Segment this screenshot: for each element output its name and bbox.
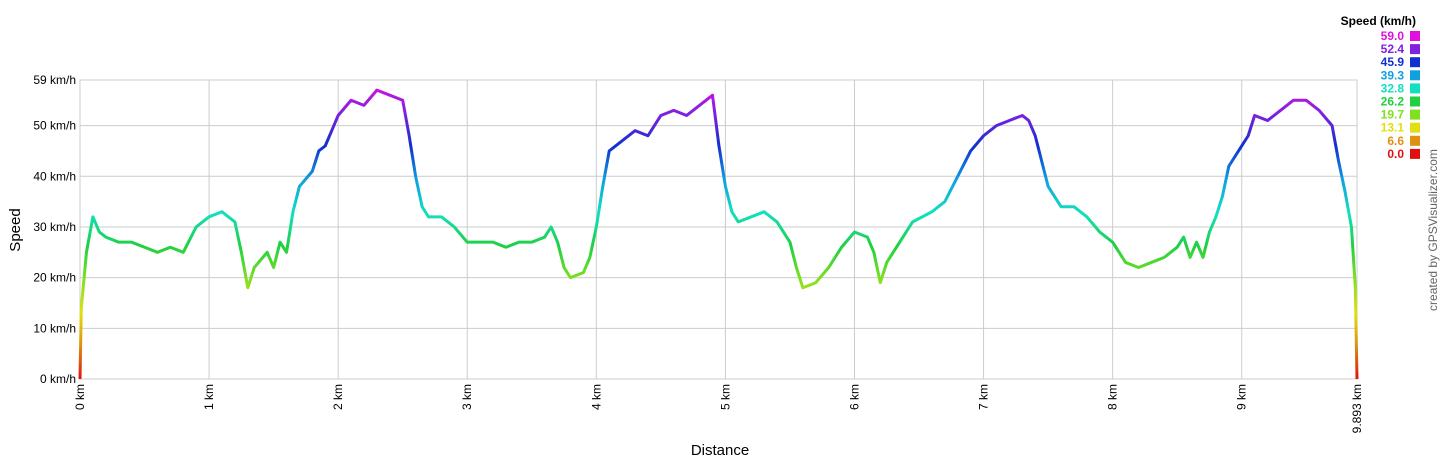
y-tick-label: 30 km/h	[33, 220, 76, 234]
x-tick-label: 4 km	[589, 384, 603, 410]
y-tick-label: 40 km/h	[33, 169, 76, 183]
x-tick-label: 2 km	[331, 384, 345, 410]
legend-swatch	[1410, 57, 1420, 68]
legend-label: 45.9	[1381, 55, 1405, 69]
legend-label: 0.0	[1387, 147, 1404, 161]
x-tick-label: 6 km	[847, 384, 861, 410]
x-axis-label: Distance	[691, 442, 749, 459]
legend-swatch	[1410, 96, 1420, 107]
credit: created by GPSVisualizer.com	[1426, 149, 1440, 311]
x-tick-label: 0 km	[73, 384, 87, 410]
legend-swatch	[1410, 70, 1420, 81]
legend-label: 13.1	[1381, 121, 1405, 135]
x-tick-label: 3 km	[460, 384, 474, 410]
speed-line	[78, 88, 1359, 380]
y-tick-label: 0 km/h	[40, 372, 76, 386]
x-tick-label: 7 km	[977, 384, 991, 410]
y-tick-label: 10 km/h	[33, 321, 76, 335]
legend-swatch	[1410, 148, 1420, 159]
y-tick-label: 59 km/h	[33, 73, 76, 87]
legend-label: 26.2	[1381, 95, 1405, 109]
legend-swatch	[1410, 122, 1420, 133]
legend-swatch	[1410, 44, 1420, 55]
x-tick-label: 8 km	[1106, 384, 1120, 410]
legend-label: 52.4	[1381, 42, 1405, 56]
legend-swatch	[1410, 109, 1420, 120]
legend-label: 32.8	[1381, 81, 1405, 95]
legend-label: 39.3	[1381, 68, 1405, 82]
legend-label: 59.0	[1381, 29, 1405, 43]
plot-area	[79, 79, 1358, 380]
legend-title: Speed (km/h)	[1341, 14, 1416, 28]
legend-swatch	[1410, 135, 1420, 146]
x-tick-label: 9 km	[1235, 384, 1249, 410]
legend-label: 19.7	[1381, 108, 1405, 122]
y-axis-label: Speed	[7, 208, 24, 251]
legend-swatch	[1410, 83, 1420, 94]
x-tick-label: 1 km	[202, 384, 216, 410]
x-tick-label: 9.893 km	[1350, 384, 1364, 433]
x-tick-label: 5 km	[718, 384, 732, 410]
legend-label: 6.6	[1387, 134, 1404, 148]
y-tick-label: 50 km/h	[33, 119, 76, 133]
legend-swatch	[1410, 31, 1420, 41]
y-tick-label: 20 km/h	[33, 271, 76, 285]
